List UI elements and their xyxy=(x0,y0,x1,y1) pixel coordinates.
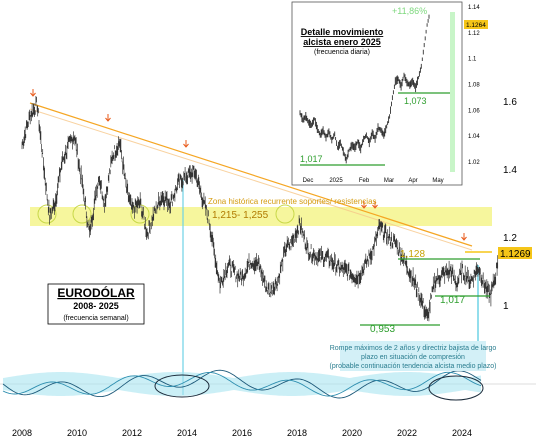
inset-gain-bar xyxy=(450,12,455,172)
current-price-label: 1.1269 xyxy=(500,249,531,260)
inset-y-tick-label: 1.06 xyxy=(468,108,480,114)
breakout-note-line2: plazo en situación de compresión xyxy=(361,354,465,361)
zone-circle xyxy=(37,204,57,224)
inset-price-bars xyxy=(299,14,430,164)
oscillator-band xyxy=(3,372,481,396)
inset-current-price-label: 1.1264 xyxy=(466,22,486,29)
zone-touch-circles xyxy=(37,204,295,224)
oscillator-circle-2014 xyxy=(154,374,210,398)
peak-arrows xyxy=(30,89,467,241)
inset-x-tick-label: Dec xyxy=(303,178,314,184)
main-note: (frecuencia semanal) xyxy=(63,315,128,322)
inset-x-tick-label: Apr xyxy=(408,178,417,184)
zone-range-label: 1,215- 1,255 xyxy=(212,210,269,221)
zone-circle xyxy=(275,204,295,224)
inset-x-tick-label: 2025 xyxy=(329,178,343,184)
arrow-marker xyxy=(30,89,36,97)
inset-y-axis: 1.14 1.12 1.1 1.08 1.06 1.04 1.02 xyxy=(468,5,480,166)
inset-x-tick-label: May xyxy=(432,178,443,184)
x-tick-label: 2014 xyxy=(177,428,197,438)
x-tick-label: 2012 xyxy=(122,428,142,438)
y-tick-label: 1.6 xyxy=(503,97,517,108)
inset-gain-label: +11,86% xyxy=(392,6,427,16)
oscillator-line-slow xyxy=(2,371,482,397)
x-tick-label: 2020 xyxy=(342,428,362,438)
level-0953-label: 0,953 xyxy=(370,324,395,335)
x-axis: 2008 2010 2012 2014 2016 2018 2020 2022 2024 xyxy=(12,428,472,438)
level-1017-label: 1,017 xyxy=(440,295,465,306)
oscillator-panel xyxy=(0,369,536,401)
arrow-marker xyxy=(105,114,111,122)
zone-label: Zona histórica recurrente soportes/ resi… xyxy=(208,197,377,206)
breakout-note-box xyxy=(340,341,486,371)
breakout-note-line1: Rompe máximos de 2 años y directriz baji… xyxy=(330,345,497,352)
inset-level-1073-label: 1,073 xyxy=(404,96,427,106)
inset-current-price-box xyxy=(464,20,488,29)
x-tick-label: 2008 xyxy=(12,428,32,438)
inset-y-tick-label: 1.02 xyxy=(468,160,480,166)
x-tick-label: 2010 xyxy=(67,428,87,438)
inset-y-tick-label: 1.1 xyxy=(468,57,477,63)
main-subtitle: 2008- 2025 xyxy=(73,301,119,311)
x-tick-label: 2024 xyxy=(452,428,472,438)
inset-x-tick-label: Mar xyxy=(384,178,394,184)
x-tick-label: 2022 xyxy=(397,428,417,438)
inset-title-line2: alcista enero 2025 xyxy=(303,37,381,47)
inset-y-tick-label: 1.08 xyxy=(468,83,480,89)
main-price-series xyxy=(21,96,499,322)
current-price-box xyxy=(498,247,532,259)
arrow-marker xyxy=(372,201,378,209)
inset-x-axis: Dec 2025 Feb Mar Apr May xyxy=(303,178,444,184)
inset-price-series xyxy=(299,14,430,164)
oscillator-line-fast xyxy=(2,369,482,399)
arrow-marker xyxy=(183,140,189,148)
level-1128-label: 1,128 xyxy=(400,249,425,260)
zone-circle xyxy=(130,204,150,224)
inset-chart: +11,86% Detalle movimiento alcista enero… xyxy=(291,1,488,186)
bearish-trendline-band xyxy=(29,108,473,251)
price-bars xyxy=(21,96,499,322)
x-tick-label: 2018 xyxy=(287,428,307,438)
inset-title-line1: Detalle movimiento xyxy=(301,27,384,37)
inset-level-1017-label: 1,017 xyxy=(300,154,323,164)
arrow-marker xyxy=(361,201,367,209)
inset-note: (frecuencia diaria) xyxy=(314,49,370,56)
title-box xyxy=(47,283,145,325)
inset-y-tick-label: 1.12 xyxy=(468,31,480,37)
arrow-marker xyxy=(461,233,467,241)
inset-x-tick-label: Feb xyxy=(359,178,370,184)
zone-circle xyxy=(72,204,92,224)
breakout-note-line3: (probable continuación tendencia alcista… xyxy=(330,363,497,370)
inset-y-tick-label: 1.14 xyxy=(468,5,480,11)
x-tick-label: 2016 xyxy=(232,428,252,438)
y-tick-label: 1.4 xyxy=(503,165,517,176)
y-tick-label: 1 xyxy=(503,301,509,312)
inset-y-tick-label: 1.04 xyxy=(468,134,480,140)
main-title: EURODÓLAR xyxy=(57,285,135,300)
bearish-trendline xyxy=(29,102,473,247)
y-tick-label: 1.2 xyxy=(503,233,517,244)
oscillator-circle-2024 xyxy=(428,375,484,401)
y-axis: 1.6 1.4 1.2 1 xyxy=(503,97,517,312)
